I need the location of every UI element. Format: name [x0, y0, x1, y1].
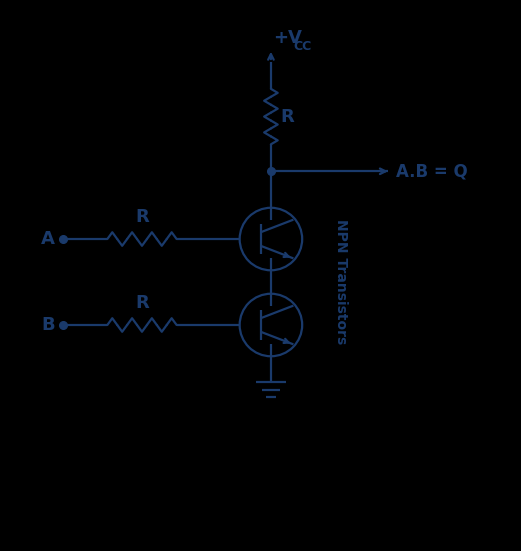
Text: A: A — [41, 230, 55, 248]
Text: NPN Transistors: NPN Transistors — [334, 219, 348, 344]
Text: R: R — [135, 294, 149, 312]
Text: +V: +V — [274, 29, 302, 47]
Text: R: R — [280, 107, 294, 126]
Text: B: B — [41, 316, 55, 334]
Text: A.B = Q: A.B = Q — [396, 163, 468, 180]
Text: CC: CC — [293, 40, 312, 53]
Text: R: R — [135, 208, 149, 226]
